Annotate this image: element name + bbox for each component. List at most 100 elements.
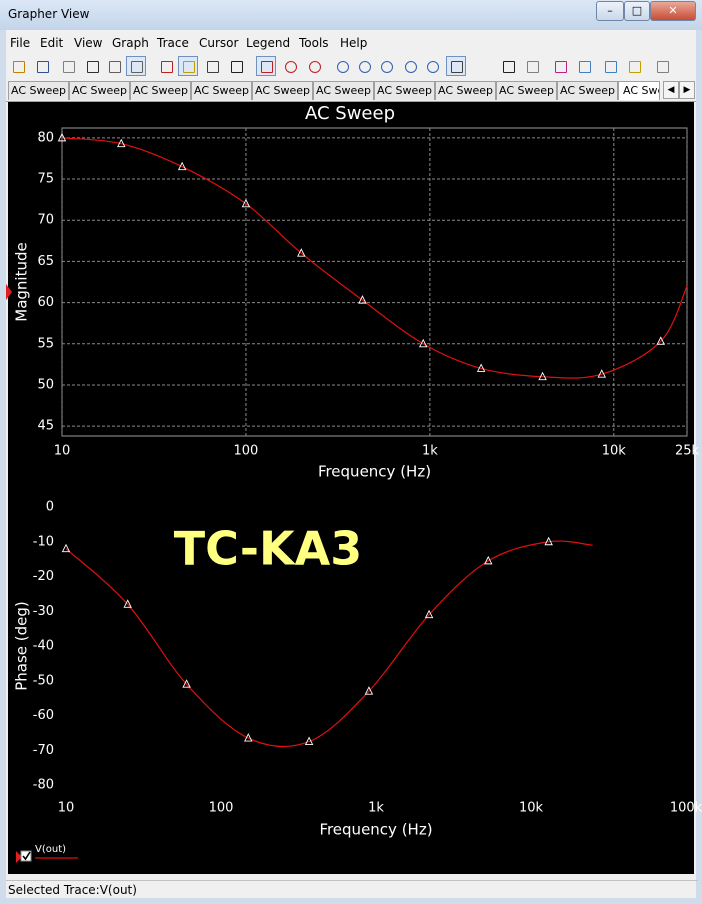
toolbar-button[interactable] [522,56,542,76]
menu-item[interactable]: Legend [246,36,291,50]
menu-item[interactable]: Edit [40,36,64,50]
x-tick-label: 1k [422,444,438,459]
y-tick-label: 55 [37,336,54,351]
y-tick-label: 0 [46,500,54,515]
x-tick-label: 10k [602,444,627,459]
toolbar-icon [555,61,567,73]
close-button[interactable]: ✕ [650,1,696,21]
toolbar-button[interactable] [304,56,324,76]
toolbar-button[interactable] [156,56,176,76]
trace-marker [57,132,67,142]
menu-item[interactable]: Tools [299,36,329,50]
x-axis-title: Frequency (Hz) [318,463,431,481]
toolbar-button[interactable] [652,56,672,76]
toolbar-button[interactable] [178,56,198,76]
tab[interactable]: AC Sweep [435,81,496,100]
x-tick-label: 1k [368,801,384,816]
toolbar-button[interactable] [574,56,594,76]
trace-marker [424,609,434,619]
toolbar-button[interactable] [256,56,276,76]
status-bar: Selected Trace:V(out) [6,880,698,899]
legend-label: V(out) [35,844,66,855]
toolbar-button[interactable] [32,56,52,76]
toolbar-button[interactable] [354,56,374,76]
trace-marker [358,295,367,304]
menu-item[interactable]: Cursor [199,36,239,50]
trace-marker [656,336,665,345]
trace-marker [244,733,253,742]
y-tick-label: 70 [37,213,54,228]
toolbar-button[interactable] [550,56,570,76]
tab[interactable]: AC Sweep [313,81,374,100]
y-tick-label: -70 [33,743,54,758]
toolbar-button[interactable] [8,56,28,76]
tab-scroll-left[interactable]: ◀ [663,81,679,99]
trace-marker [241,198,251,208]
tab-scroll-right[interactable]: ▶ [679,81,695,99]
tab[interactable]: AC Sweep [252,81,313,100]
tab[interactable]: AC Sweep [69,81,130,100]
trace-marker [476,363,486,372]
toolbar-icon [629,61,641,73]
trace-marker [538,371,547,381]
tab[interactable]: AC Sweep [557,81,618,100]
toolbar-icon [207,61,219,73]
toolbar-icon [527,61,539,73]
toolbar-button[interactable] [226,56,246,76]
toolbar-icon [503,61,515,73]
trace-marker [297,248,306,257]
tab[interactable]: AC Sweep [191,81,252,100]
toolbar-button[interactable] [498,56,518,76]
tab[interactable]: AC Swe [618,81,660,100]
y-tick-label: 45 [37,419,54,434]
toolbar [6,54,696,78]
toolbar-button[interactable] [400,56,420,76]
toolbar-button[interactable] [104,56,124,76]
y-tick-label: -10 [33,534,54,549]
minimize-button[interactable]: – [596,1,624,21]
annotation: TC-KA3 [174,522,363,576]
tab[interactable]: AC Sweep [374,81,435,100]
x-tick-label: 10k [519,801,544,816]
toolbar-icon [451,61,463,73]
maximize-button[interactable]: □ [624,1,650,21]
toolbar-button[interactable] [280,56,300,76]
x-tick-label: 10 [54,444,71,459]
tab[interactable]: AC Sweep [130,81,191,100]
menu-item[interactable]: Help [340,36,368,50]
toolbar-icon [605,61,617,73]
y-axis-title: Phase (deg) [13,601,31,691]
toolbar-button[interactable] [82,56,102,76]
toolbar-button[interactable] [376,56,396,76]
toolbar-button[interactable] [446,56,466,76]
toolbar-icon [183,61,195,73]
tab[interactable]: AC Sweep [496,81,557,100]
toolbar-button[interactable] [624,56,644,76]
tab[interactable]: AC Sweep [8,81,69,100]
trace-marker [304,736,314,746]
y-tick-label: -80 [33,778,54,793]
toolbar-icon [381,61,393,73]
legend-marker [16,851,22,863]
y-tick-label: -50 [33,673,54,688]
y-tick-label: 50 [37,377,54,392]
toolbar-button[interactable] [202,56,222,76]
toolbar-button[interactable] [126,56,146,76]
toolbar-button[interactable] [332,56,352,76]
trace-marker [123,599,132,608]
menu-item[interactable]: Graph [112,36,149,50]
trace-marker [418,338,428,348]
menu-item[interactable]: File [10,36,31,50]
toolbar-button[interactable] [600,56,620,76]
menu-item[interactable]: Trace [157,36,189,50]
legend-checkbox[interactable] [20,850,32,862]
tab-strip: ◀ ▶ AC Sweep AC Sweep AC Sweep AC Sweep AC S… [6,79,696,102]
toolbar-button[interactable] [58,56,78,76]
menu-item[interactable]: View [74,36,103,50]
toolbar-button[interactable] [422,56,442,76]
axis-marker [6,284,12,300]
y-tick-label: 60 [37,295,54,310]
trace-marker [544,536,553,546]
